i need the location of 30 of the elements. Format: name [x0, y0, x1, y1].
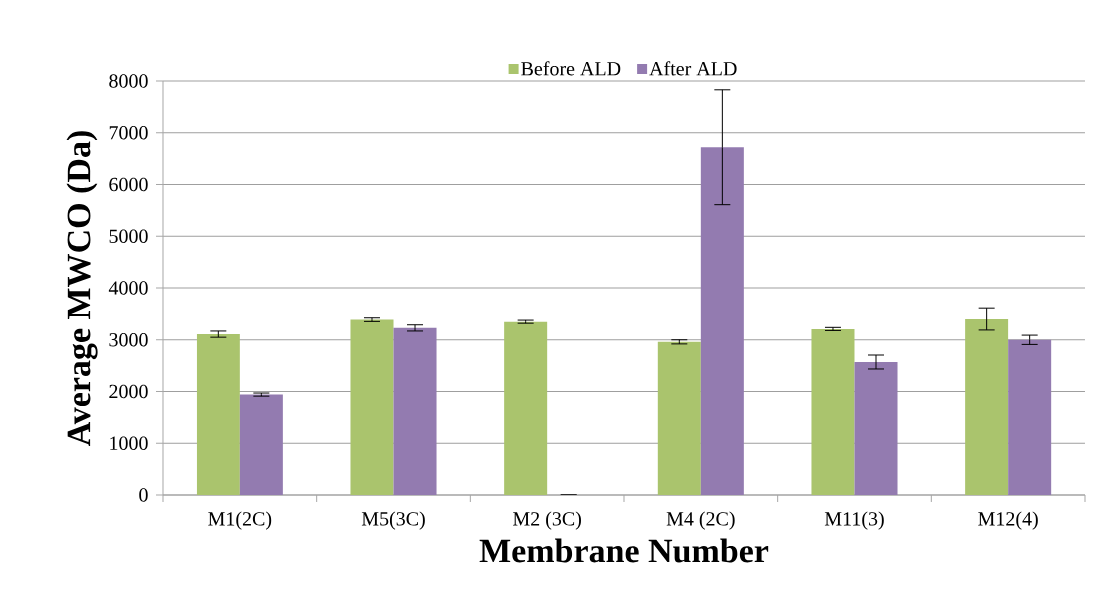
y-tick-label: 2000 — [109, 384, 148, 399]
bar — [196, 334, 240, 495]
y-tick-label: 1000 — [110, 436, 148, 450]
bar — [854, 362, 898, 495]
x-tick-label: M4 (2C) — [666, 511, 735, 530]
y-tick-label: 0 — [139, 488, 148, 502]
y-tick-label: 4000 — [108, 281, 148, 295]
bar — [965, 319, 1009, 495]
bar — [239, 394, 283, 495]
legend-label: Before ALD — [521, 61, 621, 76]
bar — [700, 147, 744, 495]
bar — [393, 327, 437, 495]
x-tick-label: M2 (3C) — [513, 511, 581, 530]
bar — [350, 319, 394, 495]
y-axis-title: Average MWCO (Da) — [66, 131, 98, 446]
y-tick-label: 5000 — [109, 229, 148, 243]
x-tick-label: M12(4) — [978, 511, 1038, 530]
x-axis-title: Membrane Number — [479, 538, 769, 563]
bar — [1008, 339, 1052, 495]
y-tick-label: 7000 — [109, 126, 148, 140]
y-tick-label: 6000 — [109, 177, 148, 192]
x-tick-label: M11(3) — [824, 511, 884, 530]
bar — [811, 328, 855, 495]
legend-label: After ALD — [649, 61, 737, 76]
bar — [657, 341, 701, 495]
y-tick-label: 3000 — [109, 333, 148, 347]
y-tick-label: 8000 — [109, 74, 148, 88]
x-tick-label: M1(2C) — [208, 511, 272, 530]
x-tick-label: M5(3C) — [361, 511, 425, 530]
bar — [504, 321, 548, 495]
